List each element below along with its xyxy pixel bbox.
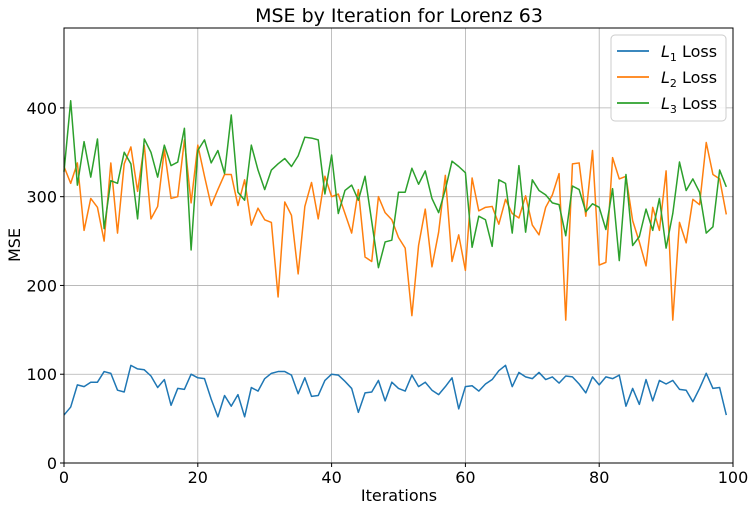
x-axis-label: Iterations <box>361 486 437 505</box>
x-tick-label: 0 <box>59 468 69 487</box>
legend-box <box>610 34 727 122</box>
legend: L1 Loss L2 Loss L3 Loss <box>610 34 727 122</box>
x-tick-label: 100 <box>718 468 749 487</box>
y-tick-label: 200 <box>26 276 57 295</box>
x-tick-label: 40 <box>321 468 341 487</box>
y-tick-label: 0 <box>47 454 57 473</box>
y-tick-label: 400 <box>26 99 57 118</box>
y-tick-label: 100 <box>26 365 57 384</box>
y-axis-label: MSE <box>5 228 24 262</box>
x-tick-label: 20 <box>188 468 208 487</box>
series-line-l2 <box>63 139 728 321</box>
x-tick-label: 60 <box>455 468 475 487</box>
legend-label-l1: L1 Loss <box>661 42 717 64</box>
y-tick-label: 300 <box>26 188 57 207</box>
axis-ticks: 0 20 40 60 80 100 0 100 200 300 400 <box>26 99 748 487</box>
x-tick-label: 80 <box>589 468 609 487</box>
series-line-l1 <box>63 364 728 418</box>
series-line-l3 <box>63 100 728 269</box>
chart-title: MSE by Iteration for Lorenz 63 <box>255 5 543 27</box>
plot-frame <box>63 27 734 464</box>
series-lines <box>63 100 728 418</box>
legend-label-l3: L3 Loss <box>661 94 717 116</box>
legend-label-l2: L2 Loss <box>661 68 717 90</box>
